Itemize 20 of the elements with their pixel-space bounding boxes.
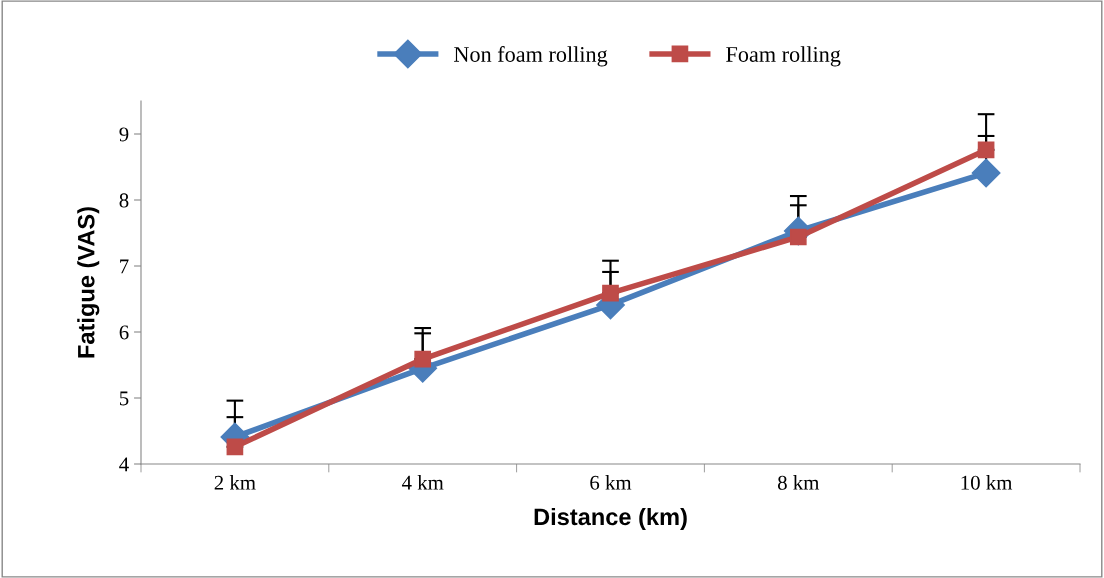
x-tick-label: 2 km	[214, 475, 256, 490]
point	[602, 284, 619, 302]
point	[414, 350, 432, 368]
y-tick-label: 5	[119, 391, 129, 406]
y-axis-title: Fatigue (VAS)	[77, 207, 100, 358]
point	[226, 438, 244, 456]
y-tick-label: 6	[119, 325, 129, 340]
x-axis-title: Distance (km)	[534, 507, 687, 530]
legend-label: Non foam rolling	[454, 46, 608, 67]
legend-label: Foam rolling	[726, 46, 841, 67]
x-tick-label: 6 km	[590, 475, 632, 490]
y-tick-label: 9	[119, 127, 129, 142]
point	[977, 141, 995, 159]
x-tick-label: 8 km	[777, 475, 820, 490]
y-tick-label: 4	[119, 457, 129, 472]
x-tick-label: 4 km	[401, 475, 444, 490]
x-tick-label: 10 km	[961, 475, 1013, 490]
y-tick-label: 8	[119, 193, 129, 208]
point	[971, 158, 1001, 188]
y-tick-label: 7	[120, 259, 129, 274]
